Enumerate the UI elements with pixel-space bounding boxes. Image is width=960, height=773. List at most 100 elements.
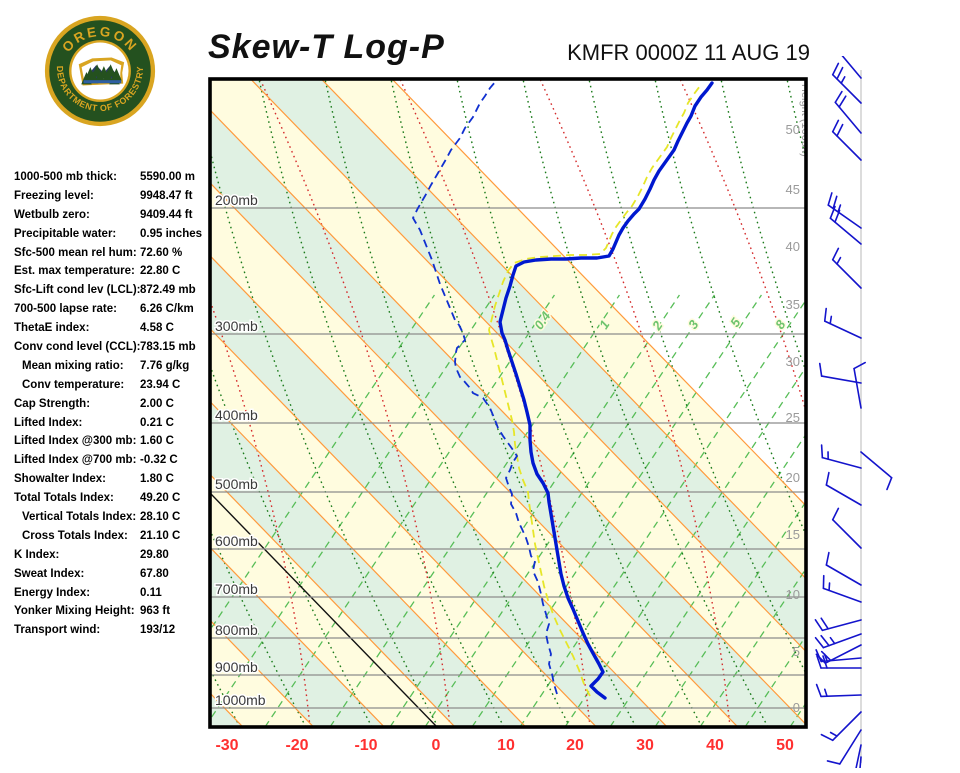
svg-text:40: 40 bbox=[706, 737, 724, 754]
stat-row: 1000-500 mb thick:5590.00 m bbox=[10, 169, 210, 188]
stat-value: 5590.00 m bbox=[140, 171, 195, 183]
stat-value: 7.76 g/kg bbox=[140, 360, 189, 372]
stat-label: Est. max temperature: bbox=[14, 265, 135, 277]
wind-barb bbox=[816, 634, 861, 648]
stat-value: 28.10 C bbox=[140, 511, 180, 523]
stat-label: Freezing level: bbox=[14, 190, 94, 202]
stat-row: Energy Index:0.11 bbox=[10, 585, 210, 604]
wind-barb bbox=[823, 576, 861, 602]
stat-value: 0.21 C bbox=[140, 417, 174, 429]
stat-value: 4.58 C bbox=[140, 322, 174, 334]
stat-value: -0.32 C bbox=[140, 454, 178, 466]
page-title: Skew-T Log-P bbox=[208, 28, 445, 67]
stat-row: Sweat Index:67.80 bbox=[10, 566, 210, 585]
stat-value: 193/12 bbox=[140, 624, 175, 636]
stat-row: Est. max temperature:22.80 C bbox=[10, 263, 210, 282]
stat-value: 67.80 bbox=[140, 568, 169, 580]
stat-row: Cap Strength:2.00 C bbox=[10, 396, 210, 415]
stat-row: ThetaE index: 4.58 C bbox=[10, 320, 210, 339]
stat-row: Conv temperature:23.94 C bbox=[10, 377, 210, 396]
svg-text:600mb: 600mb bbox=[215, 533, 258, 549]
svg-text:700mb: 700mb bbox=[215, 581, 258, 597]
svg-text:3: 3 bbox=[685, 317, 702, 332]
stat-label: Total Totals Index: bbox=[14, 492, 114, 504]
stat-value: 1.80 C bbox=[140, 473, 174, 485]
stat-row: Mean mixing ratio:7.76 g/kg bbox=[10, 358, 210, 377]
stat-label: Conv temperature: bbox=[22, 379, 124, 391]
wind-barb bbox=[826, 473, 861, 505]
stat-value: 29.80 bbox=[140, 549, 169, 561]
stat-row: K Index:29.80 bbox=[10, 547, 210, 566]
station-datetime: KMFR 0000Z 11 AUG 19 bbox=[470, 40, 810, 66]
stat-row: Transport wind:193/12 bbox=[10, 622, 210, 641]
stat-label: Lifted Index @300 mb: bbox=[14, 435, 136, 447]
svg-text:15: 15 bbox=[786, 527, 800, 542]
wind-barb bbox=[861, 452, 892, 489]
wind-barb bbox=[821, 712, 861, 740]
stat-row: Wetbulb zero: 9409.44 ft bbox=[10, 207, 210, 226]
stat-label: Vertical Totals Index: bbox=[22, 511, 136, 523]
stat-row: 700-500 lapse rate: 6.26 C/km bbox=[10, 301, 210, 320]
stat-label: Cross Totals Index: bbox=[22, 530, 128, 542]
svg-text:25: 25 bbox=[786, 410, 800, 425]
stat-value: 963 ft bbox=[140, 605, 170, 617]
stat-value: 72.60 % bbox=[140, 247, 182, 259]
svg-text:-30: -30 bbox=[215, 737, 238, 754]
stat-row: Vertical Totals Index: 28.10 C bbox=[10, 509, 210, 528]
svg-text:5: 5 bbox=[793, 644, 800, 659]
stat-row: Conv cond level (CCL):783.15 mb bbox=[10, 339, 210, 358]
svg-text:50: 50 bbox=[776, 737, 794, 754]
stat-label: Sfc-500 mean rel hum: bbox=[14, 247, 137, 259]
stat-row: Showalter Index:1.80 C bbox=[10, 471, 210, 490]
stat-value: 9409.44 ft bbox=[140, 209, 192, 221]
stat-label: Energy Index: bbox=[14, 587, 90, 599]
wind-barb bbox=[825, 309, 861, 338]
wind-barb bbox=[854, 363, 865, 408]
stat-row: Total Totals Index: 49.20 C bbox=[10, 490, 210, 509]
svg-text:-20: -20 bbox=[285, 737, 308, 754]
svg-text:5: 5 bbox=[727, 315, 744, 330]
stat-row: Cross Totals Index:21.10 C bbox=[10, 528, 210, 547]
wind-barb bbox=[817, 685, 861, 697]
stat-label: Lifted Index @700 mb: bbox=[14, 454, 136, 466]
stat-value: 6.26 C/km bbox=[140, 303, 194, 315]
stat-label: ThetaE index: bbox=[14, 322, 89, 334]
wind-barb bbox=[840, 745, 861, 768]
stat-label: Conv cond level (CCL): bbox=[14, 341, 141, 353]
wind-barb bbox=[826, 553, 861, 585]
stat-row: Sfc-Lift cond lev (LCL):872.49 mb bbox=[10, 282, 210, 301]
wind-barb bbox=[833, 248, 861, 288]
stat-label: 700-500 lapse rate: bbox=[14, 303, 117, 315]
svg-text:20: 20 bbox=[566, 737, 584, 754]
svg-text:0: 0 bbox=[432, 737, 441, 754]
stat-row: Yonker Mixing Height:963 ft bbox=[10, 603, 210, 622]
svg-text:200mb: 200mb bbox=[215, 192, 258, 208]
svg-text:8: 8 bbox=[772, 317, 789, 332]
stat-value: 2.00 C bbox=[140, 398, 174, 410]
svg-text:45: 45 bbox=[786, 182, 800, 197]
stat-label: Sfc-Lift cond lev (LCL): bbox=[14, 284, 141, 296]
svg-text:2: 2 bbox=[648, 318, 665, 334]
stat-row: Lifted Index @300 mb: 1.60 C bbox=[10, 433, 210, 452]
stat-row: Freezing level: 9948.47 ft bbox=[10, 188, 210, 207]
svg-text:900mb: 900mb bbox=[215, 659, 258, 675]
wind-barb bbox=[833, 508, 861, 548]
wind-barb bbox=[828, 730, 861, 764]
stat-value: 1.60 C bbox=[140, 435, 174, 447]
svg-text:30: 30 bbox=[636, 737, 654, 754]
stat-value: 49.20 C bbox=[140, 492, 180, 504]
svg-text:0: 0 bbox=[793, 700, 800, 715]
svg-text:500mb: 500mb bbox=[215, 476, 258, 492]
wind-barb bbox=[815, 618, 861, 630]
stat-row: Precipitable water:0.95 inches bbox=[10, 226, 210, 245]
svg-text:-10: -10 bbox=[354, 737, 377, 754]
svg-text:30: 30 bbox=[786, 354, 800, 369]
svg-text:800mb: 800mb bbox=[215, 622, 258, 638]
stat-value: 9948.47 ft bbox=[140, 190, 192, 202]
stat-label: Wetbulb zero: bbox=[14, 209, 90, 221]
svg-text:10: 10 bbox=[786, 587, 800, 602]
